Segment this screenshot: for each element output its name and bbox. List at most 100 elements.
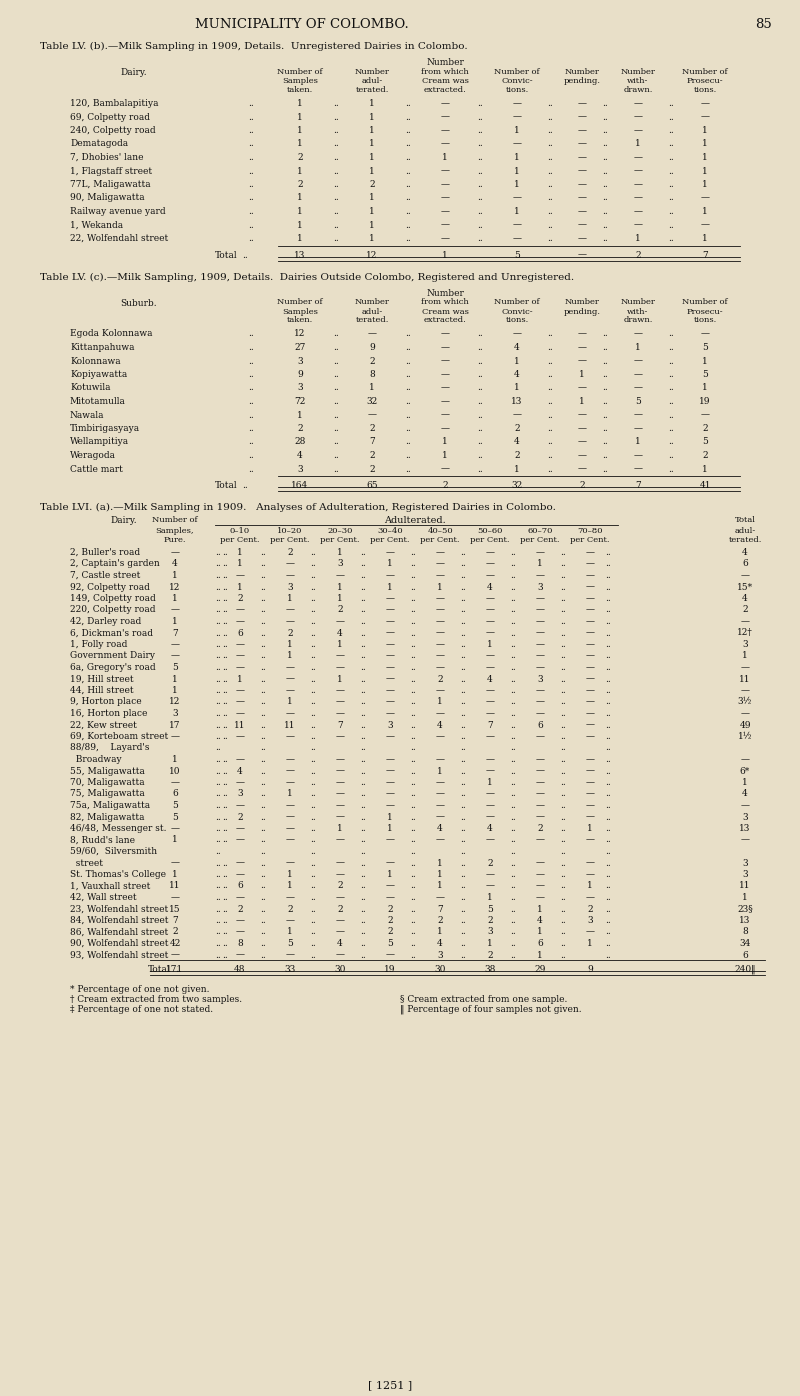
- Text: —: —: [634, 451, 642, 461]
- Text: ..: ..: [410, 835, 416, 845]
- Text: —: —: [235, 685, 245, 695]
- Text: —: —: [386, 709, 394, 718]
- Text: ..: ..: [310, 801, 316, 810]
- Text: 1: 1: [702, 465, 708, 473]
- Text: ..: ..: [333, 154, 338, 162]
- Text: 7: 7: [172, 916, 178, 926]
- Text: 1: 1: [297, 99, 303, 107]
- Text: —: —: [386, 685, 394, 695]
- Text: drawn.: drawn.: [623, 87, 653, 94]
- Text: 42: 42: [170, 940, 181, 948]
- Text: ..: ..: [260, 674, 266, 684]
- Text: ..: ..: [410, 940, 416, 948]
- Text: ..: ..: [310, 951, 316, 959]
- Text: ..: ..: [510, 951, 516, 959]
- Text: ..: ..: [410, 801, 416, 810]
- Text: 1: 1: [437, 881, 443, 891]
- Text: ..: ..: [222, 790, 228, 799]
- Text: ..: ..: [560, 744, 566, 752]
- Text: Dairy.: Dairy.: [120, 68, 146, 77]
- Text: 1: 1: [635, 343, 641, 352]
- Text: ..: ..: [215, 812, 221, 821]
- Text: Convic-: Convic-: [501, 307, 533, 315]
- Text: terated.: terated.: [355, 317, 389, 324]
- Text: ..: ..: [605, 639, 610, 649]
- Text: ..: ..: [310, 685, 316, 695]
- Text: ..: ..: [560, 778, 566, 787]
- Text: ..: ..: [260, 905, 266, 913]
- Text: —: —: [435, 549, 445, 557]
- Text: ..: ..: [410, 847, 416, 856]
- Text: ..: ..: [215, 560, 221, 568]
- Text: 4: 4: [514, 370, 520, 378]
- Text: ..: ..: [605, 755, 610, 764]
- Text: 1: 1: [437, 859, 443, 867]
- Text: ..: ..: [510, 801, 516, 810]
- Text: ..: ..: [248, 424, 254, 433]
- Text: —: —: [634, 194, 642, 202]
- Text: —: —: [386, 801, 394, 810]
- Text: —: —: [486, 685, 494, 695]
- Text: —: —: [486, 606, 494, 614]
- Text: 1: 1: [442, 451, 448, 461]
- Text: 1: 1: [442, 437, 448, 447]
- Text: 30–40: 30–40: [377, 528, 403, 535]
- Text: ..: ..: [602, 329, 608, 338]
- Text: —: —: [486, 870, 494, 879]
- Text: 34: 34: [739, 940, 750, 948]
- Text: —: —: [486, 560, 494, 568]
- Text: ..: ..: [560, 951, 566, 959]
- Text: ..: ..: [360, 674, 366, 684]
- Text: ..: ..: [510, 847, 516, 856]
- Text: 42, Wall street: 42, Wall street: [70, 893, 137, 902]
- Text: ..: ..: [605, 778, 610, 787]
- Text: drawn.: drawn.: [623, 317, 653, 324]
- Text: —: —: [286, 709, 294, 718]
- Text: per Cent.: per Cent.: [420, 536, 460, 544]
- Text: Number: Number: [565, 299, 599, 307]
- Text: ..: ..: [215, 801, 221, 810]
- Text: 2: 2: [287, 628, 293, 638]
- Text: —: —: [486, 617, 494, 625]
- Text: ..: ..: [477, 451, 482, 461]
- Text: ..: ..: [510, 940, 516, 948]
- Text: ..: ..: [410, 766, 416, 776]
- Text: —: —: [441, 113, 450, 121]
- Text: 3: 3: [337, 560, 343, 568]
- Text: ..: ..: [215, 663, 221, 671]
- Text: —: —: [578, 207, 586, 216]
- Text: ..: ..: [260, 663, 266, 671]
- Text: —: —: [486, 709, 494, 718]
- Text: ..: ..: [477, 194, 482, 202]
- Text: 5: 5: [702, 343, 708, 352]
- Text: 2: 2: [537, 824, 543, 833]
- Text: ..: ..: [248, 410, 254, 420]
- Text: ..: ..: [310, 732, 316, 741]
- Text: —: —: [386, 674, 394, 684]
- Text: Pure.: Pure.: [164, 536, 186, 544]
- Text: 48: 48: [234, 965, 246, 974]
- Text: Kittanpahuwa: Kittanpahuwa: [70, 343, 134, 352]
- Text: 220, Colpetty road: 220, Colpetty road: [70, 606, 155, 614]
- Text: —: —: [586, 560, 594, 568]
- Text: Prosecu-: Prosecu-: [686, 307, 723, 315]
- Text: § Cream extracted from one sample.: § Cream extracted from one sample.: [400, 995, 567, 1004]
- Text: 1: 1: [587, 881, 593, 891]
- Text: Weragoda: Weragoda: [70, 451, 116, 461]
- Text: ..: ..: [460, 927, 466, 937]
- Text: —: —: [286, 617, 294, 625]
- Text: —: —: [535, 755, 545, 764]
- Text: —: —: [586, 549, 594, 557]
- Text: ..: ..: [310, 859, 316, 867]
- Text: 1: 1: [537, 560, 543, 568]
- Text: ..: ..: [360, 595, 366, 603]
- Text: 5: 5: [172, 663, 178, 671]
- Text: ..: ..: [510, 790, 516, 799]
- Text: 1: 1: [337, 639, 343, 649]
- Text: ..: ..: [405, 451, 410, 461]
- Text: ..: ..: [222, 685, 228, 695]
- Text: ..: ..: [560, 859, 566, 867]
- Text: —: —: [586, 778, 594, 787]
- Text: 1: 1: [387, 582, 393, 592]
- Text: 3: 3: [297, 465, 303, 473]
